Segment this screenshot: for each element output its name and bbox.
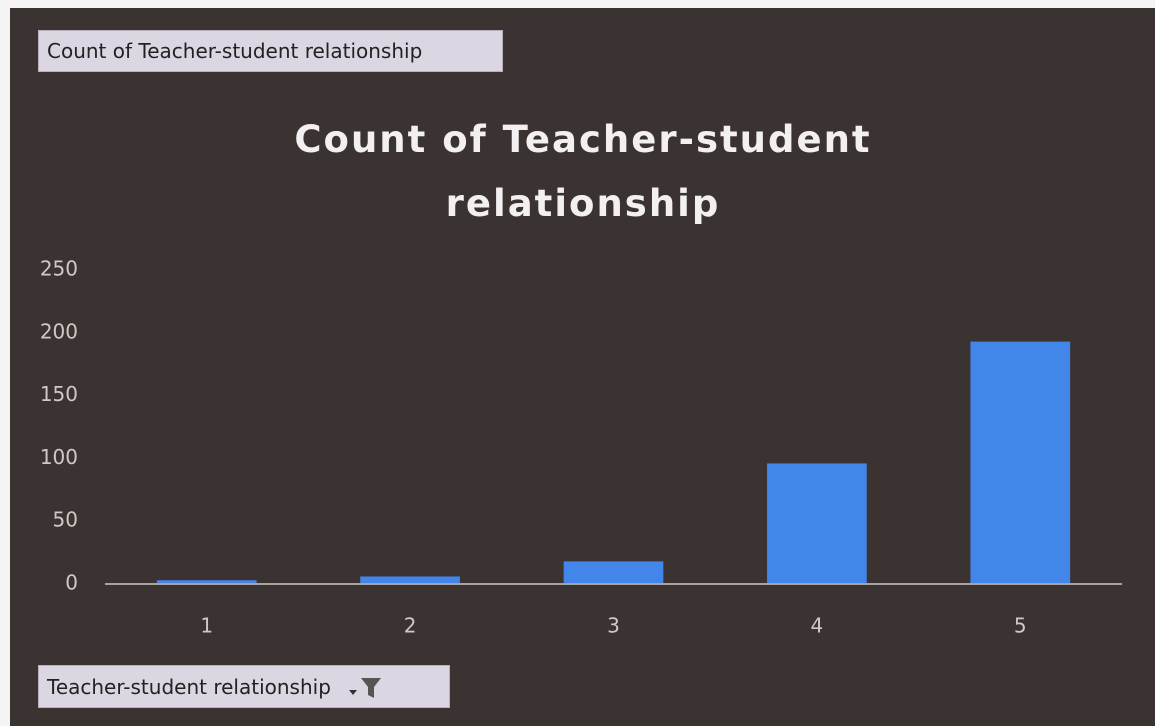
axis-field-label: Teacher-student relationship — [47, 674, 331, 699]
plot: 0 50 100 150 200 250 1 2 3 4 5 — [40, 257, 1122, 638]
x-tick-label: 5 — [1014, 614, 1027, 638]
y-tick-label: 50 — [53, 508, 78, 532]
axis-field-button[interactable]: Teacher-student relationship — [38, 665, 450, 708]
bar — [970, 341, 1071, 584]
bar — [563, 561, 664, 584]
x-tick-label: 3 — [607, 614, 620, 638]
value-field-button[interactable]: Count of Teacher-student relationship — [38, 30, 503, 72]
filter-icon — [348, 677, 381, 698]
chart-title: Count of Teacher-student relationship — [294, 118, 872, 225]
x-tick-label: 2 — [404, 614, 417, 638]
x-tick-label: 1 — [200, 614, 213, 638]
y-tick-label: 200 — [40, 319, 78, 343]
y-tick-label: 100 — [40, 445, 78, 469]
y-tick-label: 250 — [40, 257, 78, 281]
bar — [767, 463, 867, 584]
bar — [156, 580, 257, 584]
bar — [360, 576, 460, 584]
x-tick-label: 4 — [811, 614, 824, 638]
y-tick-label: 150 — [40, 382, 78, 406]
y-tick-label: 0 — [65, 571, 78, 595]
chart-area: 0 50 100 150 200 250 1 2 3 4 5 Count of Teacher-st… — [10, 8, 1155, 726]
